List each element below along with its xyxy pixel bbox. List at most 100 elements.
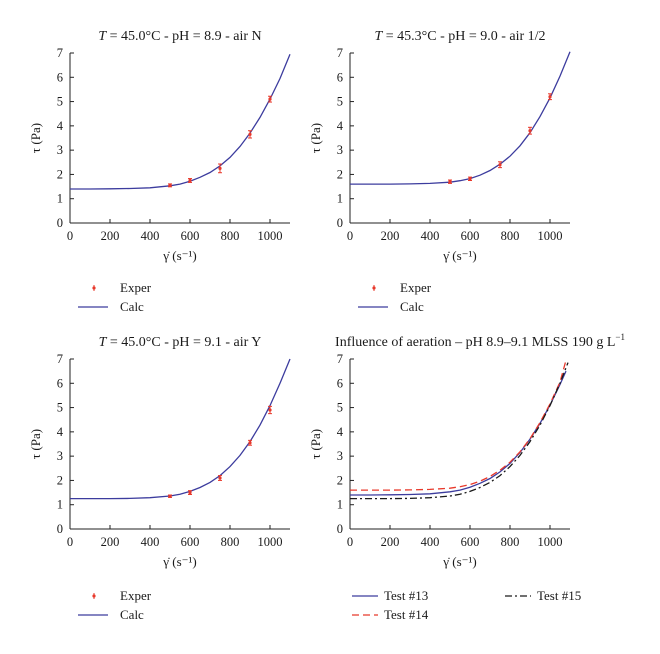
title-symbol: T xyxy=(374,29,383,44)
y-tick-label: 6 xyxy=(337,70,343,84)
y-tick-label: 5 xyxy=(337,401,343,415)
legend: Exper Calc xyxy=(358,280,432,314)
x-tick-label: 600 xyxy=(181,535,200,549)
exper-marker xyxy=(268,408,272,412)
exper-marker xyxy=(268,97,272,101)
y-tick-label: 3 xyxy=(337,449,343,463)
x-tick-label: 200 xyxy=(381,229,400,243)
y-tick-label: 3 xyxy=(57,143,63,157)
y-tick-label: 0 xyxy=(57,522,63,536)
legend-label: Calc xyxy=(120,607,144,622)
chart-p3: T = 45.0°C - pH = 9.1 - air Y 0 200 400 600 8… xyxy=(28,335,291,622)
y-tick-label: 7 xyxy=(337,46,343,60)
y-tick-label: 7 xyxy=(57,46,63,60)
x-tick-label: 0 xyxy=(67,535,73,549)
x-tick-label: 200 xyxy=(101,535,120,549)
y-axis-label: τ (Pa) xyxy=(28,123,43,153)
exper-marker xyxy=(468,177,472,181)
exper-point xyxy=(248,439,252,446)
legend-label: Calc xyxy=(400,299,424,314)
exper-marker xyxy=(248,441,252,445)
title-text: = 45.0°C - pH = 9.1 - air Y xyxy=(106,335,261,350)
x-tick-label: 800 xyxy=(221,229,240,243)
title-text: Influence of aeration – pH 8.9–9.1 MLSS … xyxy=(335,335,615,350)
y-tick-label: 7 xyxy=(57,352,63,366)
exper-point xyxy=(218,163,222,174)
y-tick-label: 0 xyxy=(337,522,343,536)
exper-marker xyxy=(498,163,502,167)
legend-label: Test #13 xyxy=(384,588,428,603)
exper-marker xyxy=(188,490,192,495)
x-tick-label: 400 xyxy=(141,229,160,243)
exper-marker xyxy=(548,95,552,99)
y-tick-label: 1 xyxy=(337,498,343,512)
y-tick-label: 1 xyxy=(57,498,63,512)
calc-line xyxy=(70,358,291,500)
legend-label: Calc xyxy=(120,299,144,314)
legend: Exper Calc xyxy=(78,280,152,314)
x-tick-label: 800 xyxy=(501,229,520,243)
title-symbol: T xyxy=(98,29,107,44)
exper-marker xyxy=(528,129,532,133)
exper-marker xyxy=(448,180,452,184)
legend-label: Test #15 xyxy=(537,588,581,603)
exper-point xyxy=(268,405,272,415)
legend: Test #13 Test #14 Test #15 xyxy=(352,588,581,622)
exper-point xyxy=(528,126,532,135)
y-axis-label: τ (Pa) xyxy=(308,429,323,459)
x-axis-label: γ̇ (s⁻¹) xyxy=(162,248,196,263)
y-axis-label: τ (Pa) xyxy=(308,123,323,153)
x-tick-label: 200 xyxy=(381,535,400,549)
y-tick-label: 6 xyxy=(57,70,63,84)
y-tick-label: 6 xyxy=(337,376,343,390)
x-tick-label: 800 xyxy=(501,535,520,549)
y-tick-label: 6 xyxy=(57,376,63,390)
legend-label: Exper xyxy=(120,280,152,295)
chart-title: T = 45.0°C - pH = 9.1 - air Y xyxy=(99,335,262,350)
x-tick-label: 200 xyxy=(101,229,120,243)
x-tick-label: 1000 xyxy=(538,229,563,243)
y-tick-label: 0 xyxy=(337,216,343,230)
calc-line xyxy=(70,53,291,190)
exper-point xyxy=(468,176,472,181)
x-tick-label: 0 xyxy=(347,535,353,549)
exper-point xyxy=(268,95,272,103)
chart-title: Influence of aeration – pH 8.9–9.1 MLSS … xyxy=(335,332,625,350)
y-tick-label: 1 xyxy=(57,192,63,206)
legend-marker xyxy=(372,286,376,290)
x-tick-label: 0 xyxy=(347,229,353,243)
x-tick-label: 400 xyxy=(421,535,440,549)
exper-point xyxy=(548,93,552,101)
y-tick-label: 4 xyxy=(57,425,64,439)
y-tick-label: 4 xyxy=(337,119,344,133)
y-tick-label: 5 xyxy=(57,95,63,109)
x-tick-label: 600 xyxy=(461,535,480,549)
x-tick-label: 1000 xyxy=(258,535,283,549)
y-tick-label: 4 xyxy=(57,119,64,133)
exper-marker xyxy=(188,178,192,183)
exper-point xyxy=(218,475,222,481)
y-axis-label: τ (Pa) xyxy=(28,429,43,459)
exper-point xyxy=(248,130,252,139)
legend-marker xyxy=(92,594,96,598)
title-text: = 45.0°C - pH = 8.9 - air N xyxy=(106,29,262,44)
title-symbol: T xyxy=(99,335,108,350)
exper-point xyxy=(448,179,452,184)
x-tick-label: 0 xyxy=(67,229,73,243)
y-tick-label: 3 xyxy=(337,143,343,157)
x-tick-label: 600 xyxy=(181,229,200,243)
exper-marker xyxy=(168,494,172,498)
legend-label: Exper xyxy=(120,588,152,603)
calc-line xyxy=(350,51,571,185)
legend-marker xyxy=(92,286,96,290)
title-superscript: −1 xyxy=(615,332,625,342)
chart-title: T = 45.0°C - pH = 8.9 - air N xyxy=(98,29,261,44)
series-line-2 xyxy=(350,360,567,491)
legend-label: Exper xyxy=(400,280,432,295)
x-tick-label: 1000 xyxy=(258,229,283,243)
x-tick-label: 600 xyxy=(461,229,480,243)
y-tick-label: 5 xyxy=(57,401,63,415)
legend-label: Test #14 xyxy=(384,607,429,622)
series-line-1 xyxy=(350,370,567,496)
